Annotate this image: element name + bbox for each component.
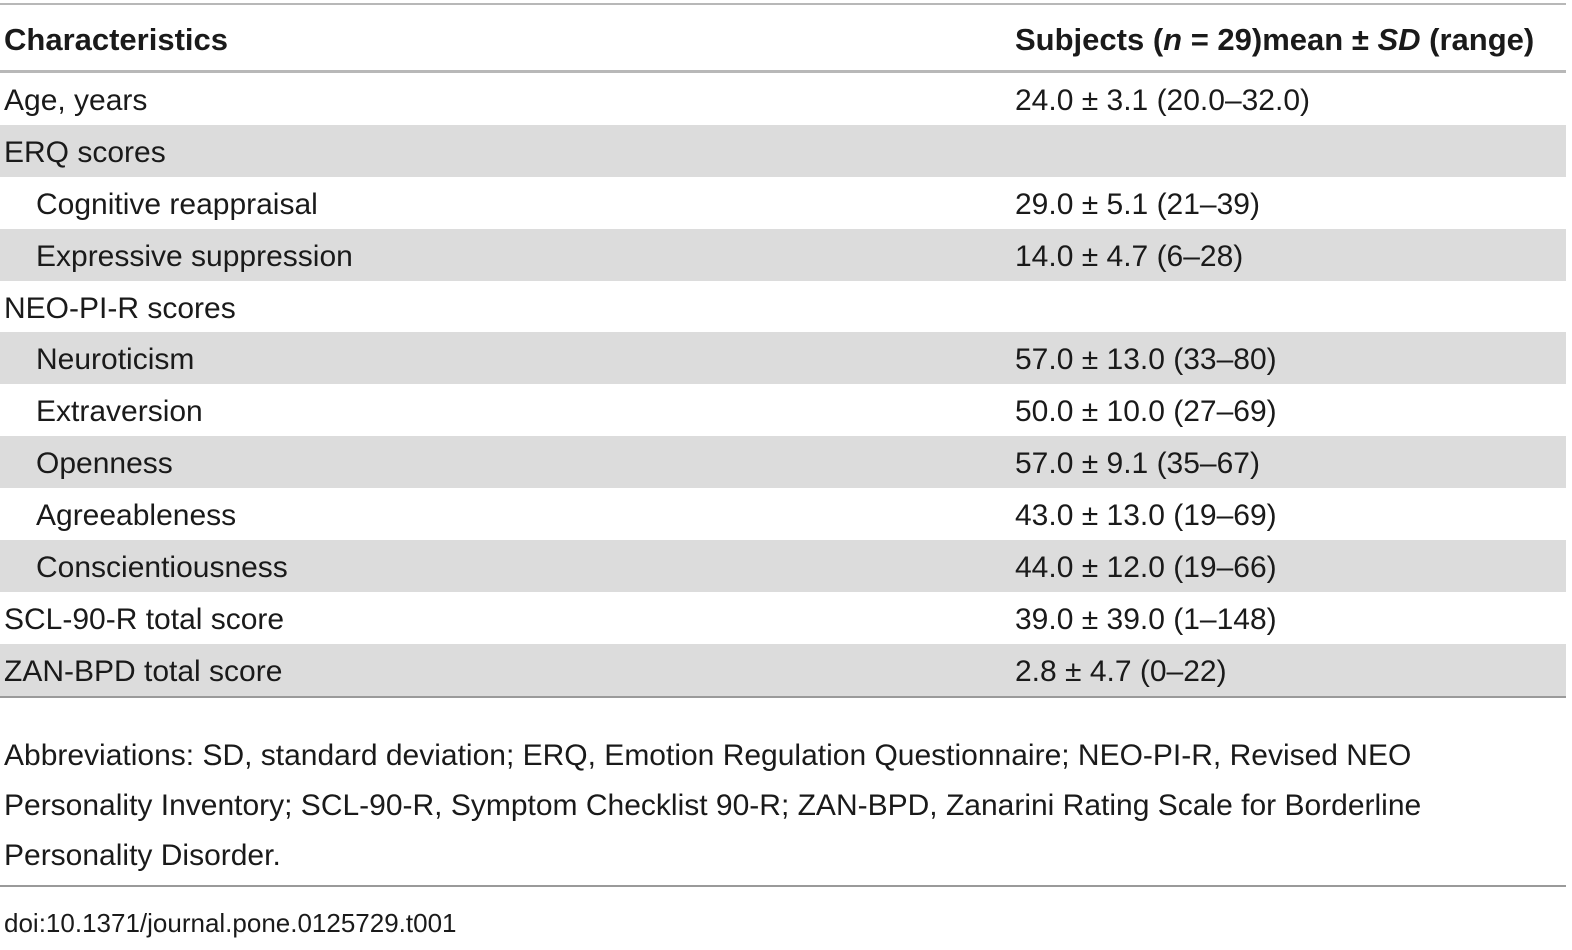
header-characteristics: Characteristics xyxy=(4,22,229,57)
row-value: 57.0 ± 13.0 (33–80) xyxy=(1015,343,1277,377)
row-label: Neuroticism xyxy=(36,343,195,377)
row-label: Age, years xyxy=(4,84,148,117)
table-row: SCL-90-R total score 39.0 ± 39.0 (1–148) xyxy=(0,592,1566,644)
table-row: Neuroticism 57.0 ± 13.0 (33–80) xyxy=(0,332,1566,385)
footnote-rule xyxy=(0,885,1566,887)
row-value: 14.0 ± 4.7 (6–28) xyxy=(1015,239,1244,273)
row-value: 44.0 ± 12.0 (19–66) xyxy=(1015,551,1277,585)
row-value: 2.8 ± 4.7 (0–22) xyxy=(1015,654,1227,688)
row-label: SCL-90-R total score xyxy=(4,602,285,636)
row-value: 50.0 ± 10.0 (27–69) xyxy=(1015,395,1277,429)
header-subjects-pre: Subjects ( xyxy=(1015,22,1164,57)
header-n: n xyxy=(1163,22,1183,57)
row-label: ERQ scores xyxy=(4,135,166,169)
header-rule xyxy=(0,70,1566,73)
row-label: Expressive suppression xyxy=(36,239,353,273)
header-subjects-post: (range) xyxy=(1420,22,1535,57)
row-value: 39.0 ± 39.0 (1–148) xyxy=(1015,602,1277,636)
table-row: ERQ scores xyxy=(0,124,1566,177)
table-footnote: Abbreviations: SD, standard deviation; E… xyxy=(4,739,1422,872)
row-label: Openness xyxy=(36,447,173,481)
row-label: Extraversion xyxy=(36,395,203,429)
table-row: Extraversion 50.0 ± 10.0 (27–69) xyxy=(0,384,1566,436)
header-subjects: Subjects (n = 29)mean ± SD (range) xyxy=(1015,22,1534,58)
row-label: Cognitive reappraisal xyxy=(36,187,318,221)
doi-text: doi:10.1371/journal.pone.0125729.t001 xyxy=(4,908,457,938)
row-value: 24.0 ± 3.1 (20.0–32.0) xyxy=(1015,84,1311,117)
table-row: Expressive suppression 14.0 ± 4.7 (6–28) xyxy=(0,228,1566,281)
top-rule xyxy=(0,3,1566,5)
row-value: 29.0 ± 5.1 (21–39) xyxy=(1015,187,1260,221)
table-row: Conscientiousness 44.0 ± 12.0 (19–66) xyxy=(0,540,1566,592)
table-row: Openness 57.0 ± 9.1 (35–67) xyxy=(0,436,1566,489)
row-label: ZAN-BPD total score xyxy=(4,654,283,688)
header-subjects-mid: = 29)mean ± xyxy=(1182,22,1378,57)
table-header: Characteristics Subjects (n = 29)mean ± … xyxy=(0,5,1566,71)
row-value: 43.0 ± 13.0 (19–69) xyxy=(1015,499,1277,533)
row-value: 57.0 ± 9.1 (35–67) xyxy=(1015,447,1260,481)
header-sd: SD xyxy=(1377,22,1421,57)
table-row: NEO-PI-R scores xyxy=(0,281,1566,333)
row-label: NEO-PI-R scores xyxy=(4,291,236,325)
row-label: Conscientiousness xyxy=(36,551,288,585)
bottom-rule xyxy=(0,696,1566,698)
table-row: Cognitive reappraisal 29.0 ± 5.1 (21–39) xyxy=(0,177,1566,229)
row-label: Agreeableness xyxy=(36,499,237,533)
table-row: Agreeableness 43.0 ± 13.0 (19–69) xyxy=(0,488,1566,540)
table-row: Age, years 24.0 ± 3.1 (20.0–32.0) xyxy=(0,73,1566,125)
table-row: ZAN-BPD total score 2.8 ± 4.7 (0–22) xyxy=(0,643,1566,696)
table-body: Age, years 24.0 ± 3.1 (20.0–32.0) ERQ sc… xyxy=(0,73,1566,696)
